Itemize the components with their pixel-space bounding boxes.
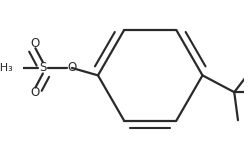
Text: O: O [31, 86, 40, 99]
Text: O: O [31, 37, 40, 50]
Text: S: S [39, 61, 47, 74]
Text: CH₃: CH₃ [0, 63, 13, 73]
Text: O: O [67, 61, 76, 74]
